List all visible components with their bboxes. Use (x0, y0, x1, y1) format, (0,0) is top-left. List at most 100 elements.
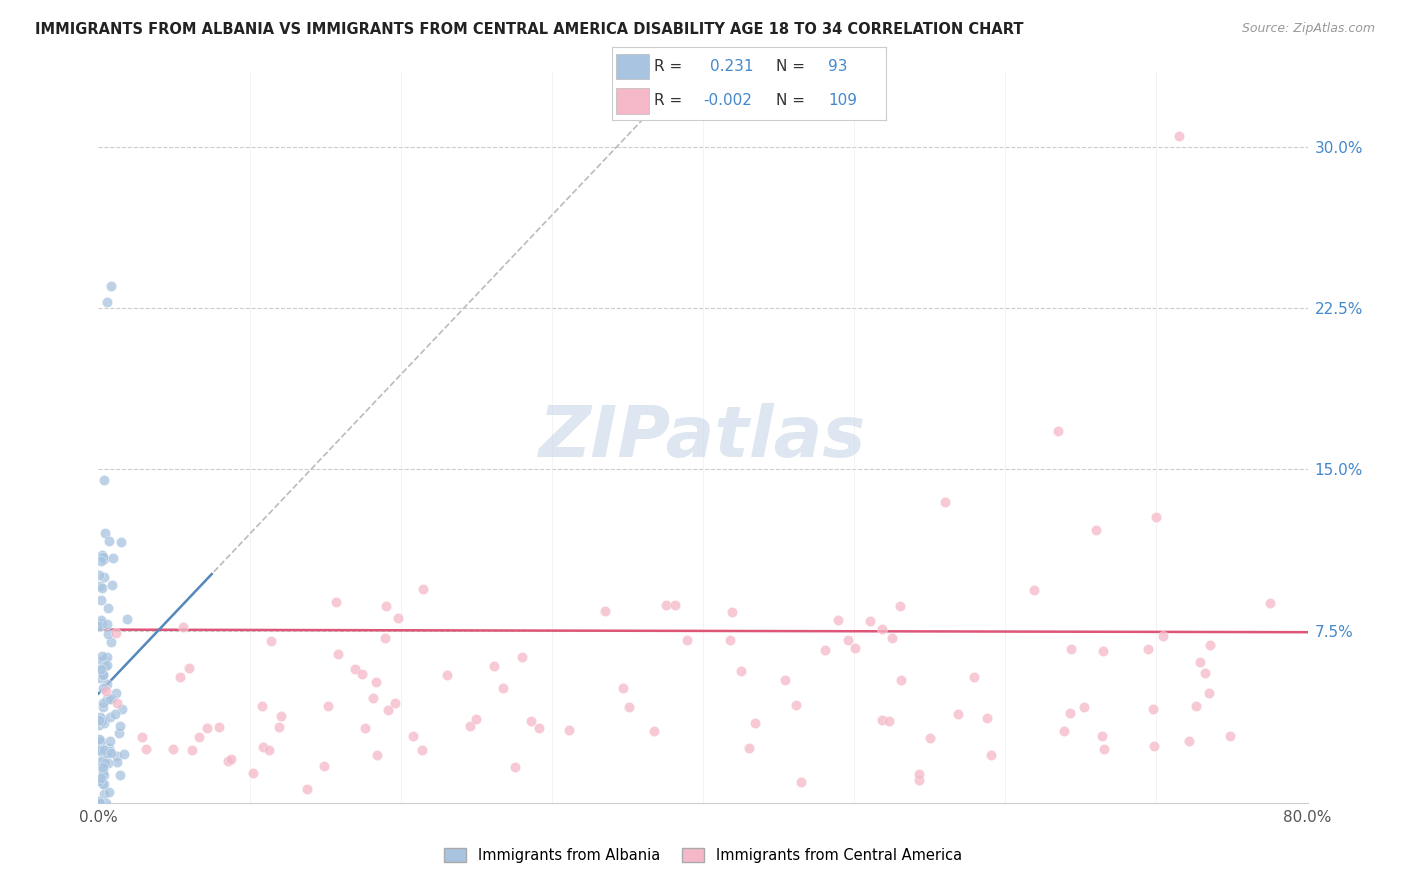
Point (1059, 706, 1081, 720)
Point (107, 726, 129, 740)
Point (90, 662, 112, 676)
Point (105, 749, 128, 764)
Point (1144, 509, 1167, 524)
Point (412, 582, 434, 596)
Point (97, 534, 120, 549)
Point (814, 643, 837, 657)
Point (1198, 686, 1220, 700)
Point (104, 626, 127, 640)
Point (934, 494, 956, 508)
Point (93, 716, 115, 731)
Text: 109: 109 (828, 93, 858, 108)
Point (97, 784, 120, 798)
Point (612, 681, 634, 696)
Point (89, 619, 111, 633)
Point (718, 633, 741, 648)
Point (1047, 424, 1070, 438)
Point (89, 744, 111, 758)
Point (270, 709, 292, 723)
Point (100, 710, 122, 724)
Point (208, 720, 231, 734)
Point (97, 601, 120, 615)
Point (96, 616, 118, 631)
Point (90, 745, 112, 759)
Point (491, 681, 513, 695)
Point (89, 796, 111, 810)
FancyBboxPatch shape (616, 88, 648, 114)
Point (94, 756, 117, 770)
Point (91, 696, 114, 710)
Point (1168, 128, 1191, 143)
Point (91, 763, 114, 777)
Point (870, 713, 893, 727)
Point (980, 747, 1002, 762)
Point (870, 623, 893, 637)
Point (730, 664, 752, 678)
Point (96, 650, 118, 665)
Point (436, 668, 458, 682)
Point (93, 767, 115, 781)
Point (1185, 698, 1208, 713)
Point (527, 721, 550, 735)
Point (96, 691, 118, 706)
Point (101, 550, 124, 565)
Point (353, 722, 375, 736)
Point (181, 743, 204, 757)
Point (96, 658, 118, 673)
Point (93, 767, 115, 781)
Point (242, 765, 264, 780)
Point (90, 554, 112, 568)
Point (1060, 641, 1083, 656)
Point (384, 696, 406, 710)
Point (162, 742, 184, 756)
Point (177, 660, 200, 674)
Point (89, 794, 111, 808)
Point (374, 631, 396, 645)
Point (98, 692, 121, 706)
Point (91, 581, 114, 595)
Point (97, 756, 120, 770)
Point (91, 742, 114, 756)
Point (269, 720, 291, 734)
Text: ZIPatlas: ZIPatlas (540, 402, 866, 472)
Point (188, 731, 211, 745)
Point (111, 702, 134, 716)
Point (97, 741, 120, 756)
Point (93, 652, 115, 666)
Point (94, 659, 117, 673)
Point (219, 752, 242, 766)
Point (257, 743, 280, 757)
Point (720, 605, 742, 619)
Point (882, 631, 904, 645)
Point (90, 548, 112, 562)
Point (93, 473, 115, 487)
Point (460, 719, 482, 733)
Point (89, 796, 111, 810)
Point (105, 696, 128, 710)
Point (837, 632, 859, 647)
Text: N =: N = (776, 59, 806, 74)
Point (89, 743, 111, 757)
Point (135, 741, 157, 756)
Point (89, 578, 111, 592)
Text: N =: N = (776, 93, 806, 108)
Point (105, 755, 128, 769)
Point (89, 713, 111, 727)
Point (1258, 596, 1281, 610)
Point (91, 712, 114, 726)
Point (98, 733, 121, 747)
Point (100, 279, 122, 293)
Point (93, 787, 115, 801)
Point (738, 741, 761, 756)
Point (976, 711, 998, 725)
Point (1073, 700, 1095, 714)
Point (100, 635, 122, 649)
Point (520, 714, 543, 728)
Point (93, 777, 115, 791)
Point (131, 730, 153, 744)
Point (1137, 641, 1160, 656)
Point (172, 620, 194, 634)
Point (93, 569, 115, 583)
Point (361, 690, 384, 705)
Point (1090, 729, 1112, 743)
